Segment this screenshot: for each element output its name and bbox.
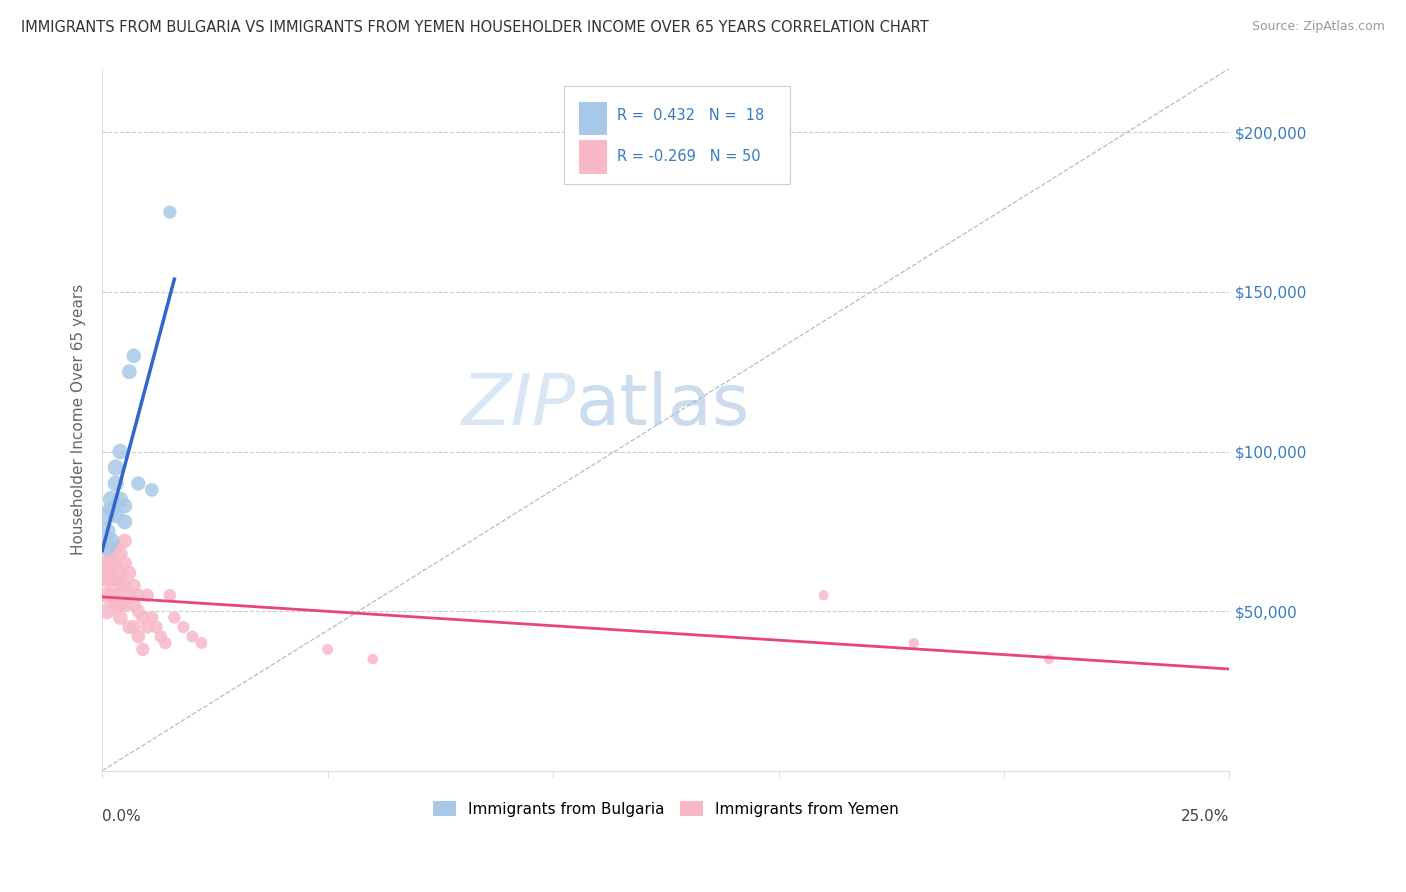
Point <box>361 652 384 666</box>
Point <box>136 588 159 602</box>
Point <box>127 476 149 491</box>
FancyBboxPatch shape <box>564 86 790 185</box>
Point <box>903 636 925 650</box>
Point <box>114 578 136 592</box>
Point <box>127 588 149 602</box>
Point <box>110 566 132 580</box>
Point <box>104 556 127 570</box>
Point <box>145 620 167 634</box>
Point <box>159 205 181 219</box>
Point <box>316 642 339 657</box>
Point <box>114 533 136 548</box>
Point <box>104 508 127 523</box>
Point <box>159 588 181 602</box>
Point <box>132 610 155 624</box>
Text: atlas: atlas <box>575 371 749 440</box>
Point <box>104 572 127 586</box>
Point <box>141 483 163 497</box>
Point <box>122 578 145 592</box>
Point <box>149 630 172 644</box>
Point <box>104 460 127 475</box>
Point <box>813 588 835 602</box>
Point <box>127 630 149 644</box>
Point <box>163 610 186 624</box>
Point <box>100 547 122 561</box>
Point <box>190 636 212 650</box>
Legend: Immigrants from Bulgaria, Immigrants from Yemen: Immigrants from Bulgaria, Immigrants fro… <box>427 795 905 822</box>
Point <box>104 476 127 491</box>
Point <box>110 547 132 561</box>
Point <box>122 349 145 363</box>
Point <box>104 541 127 555</box>
Text: R = -0.269   N = 50: R = -0.269 N = 50 <box>617 150 761 164</box>
Point <box>136 620 159 634</box>
Point <box>114 515 136 529</box>
Point <box>118 566 141 580</box>
Point <box>96 508 118 523</box>
Text: Source: ZipAtlas.com: Source: ZipAtlas.com <box>1251 20 1385 33</box>
Point <box>96 566 118 580</box>
Text: IMMIGRANTS FROM BULGARIA VS IMMIGRANTS FROM YEMEN HOUSEHOLDER INCOME OVER 65 YEA: IMMIGRANTS FROM BULGARIA VS IMMIGRANTS F… <box>21 20 929 35</box>
Point <box>118 588 141 602</box>
Point <box>110 492 132 507</box>
Text: 0.0%: 0.0% <box>103 809 141 824</box>
Point <box>181 630 204 644</box>
Point <box>141 610 163 624</box>
Point <box>122 620 145 634</box>
Point <box>96 572 118 586</box>
Point <box>104 588 127 602</box>
Point <box>110 598 132 612</box>
Point <box>96 604 118 618</box>
Point <box>96 588 118 602</box>
Point <box>155 636 177 650</box>
Point <box>110 578 132 592</box>
Point <box>96 524 118 539</box>
Text: ZIP: ZIP <box>461 371 575 440</box>
Point <box>132 642 155 657</box>
Point <box>1038 652 1060 666</box>
Point <box>122 598 145 612</box>
Point <box>172 620 194 634</box>
FancyBboxPatch shape <box>579 102 607 136</box>
Point <box>100 492 122 507</box>
Y-axis label: Householder Income Over 65 years: Householder Income Over 65 years <box>72 284 86 555</box>
Point <box>118 365 141 379</box>
Point <box>110 444 132 458</box>
Point <box>114 556 136 570</box>
Point <box>104 598 127 612</box>
Point <box>110 610 132 624</box>
Point <box>96 541 118 555</box>
Point <box>127 604 149 618</box>
FancyBboxPatch shape <box>579 140 607 174</box>
Text: R =  0.432   N =  18: R = 0.432 N = 18 <box>617 108 765 123</box>
Point <box>118 620 141 634</box>
Point <box>100 588 122 602</box>
Point <box>100 533 122 548</box>
Point <box>114 598 136 612</box>
Point <box>100 572 122 586</box>
Point <box>100 556 122 570</box>
Point <box>96 556 118 570</box>
Point <box>114 499 136 513</box>
Text: 25.0%: 25.0% <box>1181 809 1229 824</box>
Point <box>100 502 122 516</box>
